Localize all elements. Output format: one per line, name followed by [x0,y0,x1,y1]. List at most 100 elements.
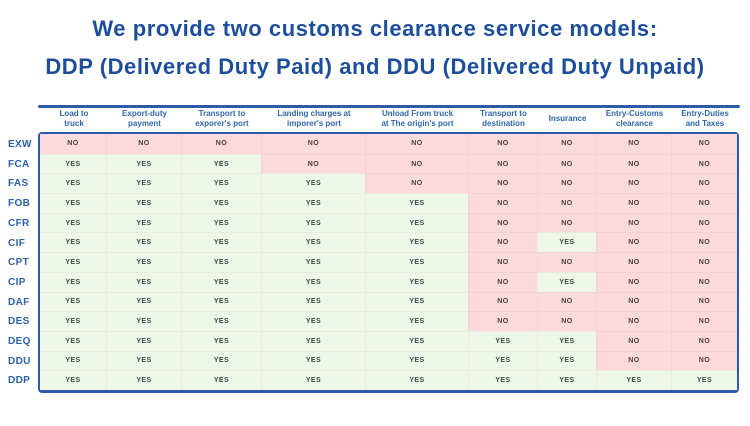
column-header-label: Export-duty payment [122,108,167,129]
table-cell: YES [365,330,468,351]
table-cell: NO [537,193,596,213]
table-cell: NO [671,153,737,174]
table-cell: YES [365,252,468,272]
table-cell: NO [261,153,365,174]
table-cell: YES [261,370,365,390]
row-label: EXW [8,139,32,151]
table-cell: YES [181,193,261,213]
table-cell: NO [537,252,596,272]
table-cell: NO [596,330,671,351]
table-cell: YES [261,271,365,292]
table-cell: YES [106,232,181,253]
table-cell: NO [671,350,737,371]
table-cell: NO [468,173,537,194]
table-cell: YES [106,252,181,272]
table-cell: YES [181,271,261,292]
table-cell: NO [537,212,596,233]
table-cell: YES [261,330,365,351]
table-cell: YES [365,291,468,312]
table-cell: YES [40,330,106,351]
table-cell: NO [106,134,181,154]
column-header: Load to truck [41,107,107,132]
table-cell: NO [671,193,737,213]
table-cell: YES [261,252,365,272]
column-header: Transport to destination [469,107,538,132]
table-cell: YES [261,291,365,312]
table-cell: NO [468,311,537,331]
title-line-1: We provide two customs clearance service… [92,16,658,41]
row-label: FCA [8,158,30,170]
table-cell: NO [596,212,671,233]
table-cell: NO [537,134,596,154]
header-divider-line [38,105,740,108]
column-header: Landing charges at imporer's port [262,107,366,132]
table-cell: YES [106,173,181,194]
table-cell: NO [468,212,537,233]
table-cell: YES [365,271,468,292]
row-label: FAS [8,178,29,190]
table-cell: NO [468,252,537,272]
row-label: DAF [8,296,30,308]
table-cell: NO [671,252,737,272]
table-cell: YES [40,232,106,253]
row-label: CIP [8,276,26,288]
table-cell: YES [181,153,261,174]
table-cell: NO [468,193,537,213]
table-cell: YES [181,232,261,253]
table-cell: YES [40,252,106,272]
row-label: DEQ [8,336,31,348]
table-cell: NO [596,252,671,272]
table-cell: NO [671,311,737,331]
table-cell: NO [671,134,737,154]
table-cell: YES [468,370,537,390]
slide-title: We provide two customs clearance service… [0,10,750,86]
column-header-label: Transport to destination [480,108,527,129]
column-header: Entry-Duties and Taxes [672,107,738,132]
table-cell: YES [365,232,468,253]
table-cell: NO [596,311,671,331]
table-cell: YES [261,212,365,233]
column-header-label: Entry-Duties and Taxes [681,108,729,129]
table-cell: YES [106,291,181,312]
table-cell: YES [537,271,596,292]
table-cell: NO [537,291,596,312]
row-label: CFR [8,217,30,229]
table-cell: NO [596,173,671,194]
table-cell: YES [468,330,537,351]
column-header: Insurance [538,107,597,132]
table-cell: NO [596,350,671,371]
table-cell: NO [596,134,671,154]
column-header: Export-duty payment [107,107,182,132]
table-cell: YES [596,370,671,390]
table-cell: NO [468,134,537,154]
table-cell: YES [365,350,468,371]
table-cell: YES [106,212,181,233]
table-cell: YES [261,173,365,194]
table-cell: NO [468,232,537,253]
column-header-label: Load to truck [59,108,89,129]
table-cell: NO [671,271,737,292]
column-header-label: Unload From truck at The origin's port [381,108,454,129]
table-cell: YES [106,370,181,390]
table-cell: YES [40,193,106,213]
table-cell: YES [40,350,106,371]
table-cell: YES [106,193,181,213]
table-cell: NO [537,173,596,194]
table-cell: YES [40,153,106,174]
table-cell: YES [181,350,261,371]
column-header: Transport to exporer's port [182,107,262,132]
table-cell: YES [261,193,365,213]
table-cell: NO [365,134,468,154]
table-cell: YES [106,311,181,331]
table-cell: YES [40,311,106,331]
table-cell: NO [365,173,468,194]
column-header-label: Insurance [548,113,587,123]
table-cell: YES [181,173,261,194]
table-cell: NO [468,271,537,292]
table-cell: NO [468,153,537,174]
row-label: FOB [8,198,31,210]
row-label: DDU [8,355,31,367]
table-cell: YES [181,370,261,390]
table-cell: YES [671,370,737,390]
table-cell: NO [596,291,671,312]
